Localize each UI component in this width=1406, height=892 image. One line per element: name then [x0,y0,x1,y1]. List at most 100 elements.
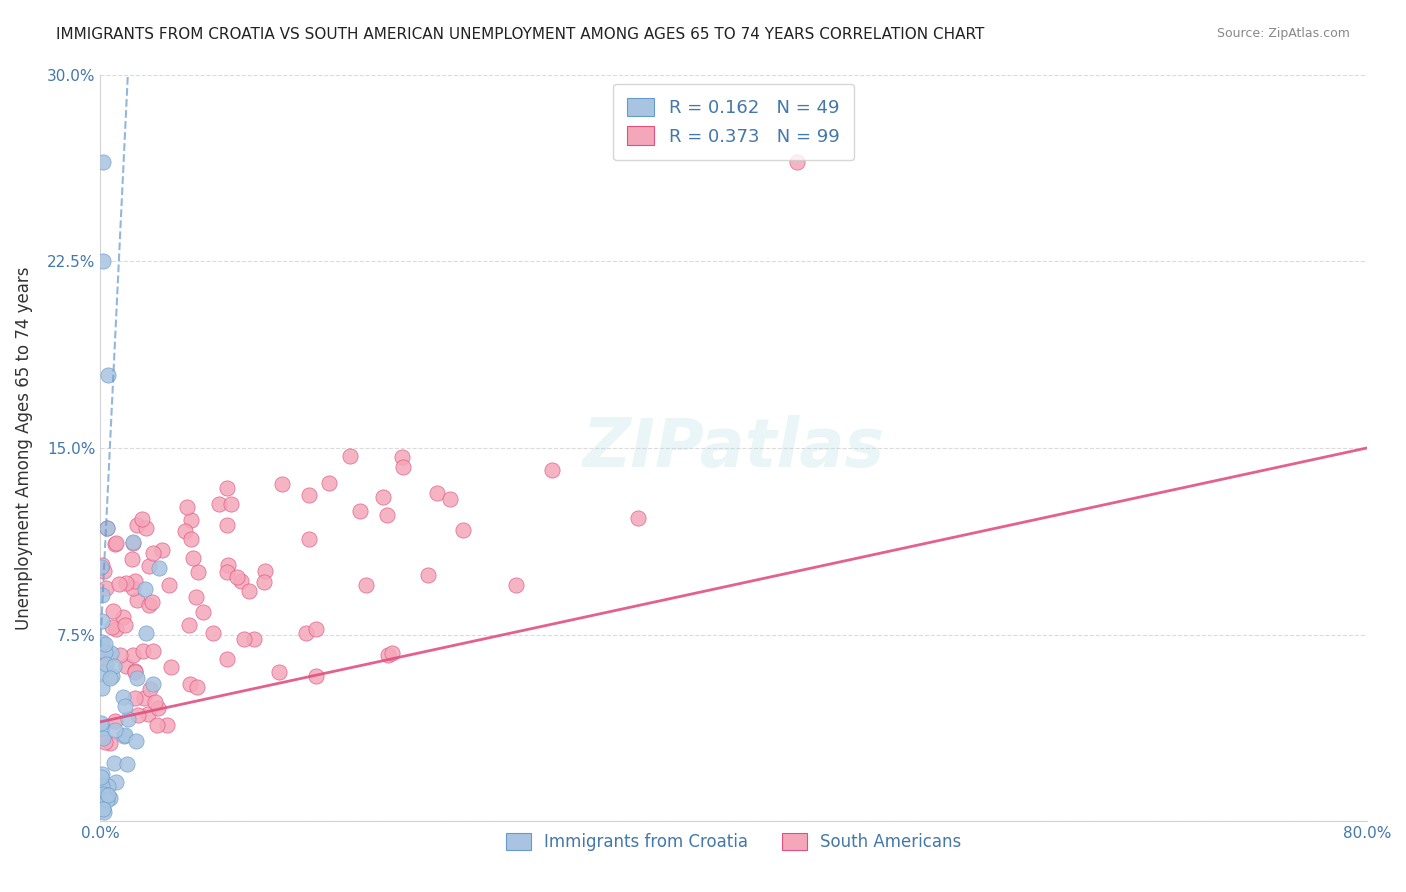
Point [90,721,112,735]
Point [100,736,122,750]
Point [180,532,202,546]
Point [108,648,131,662]
Point [94,637,117,651]
Point [98,671,121,685]
Point [202,626,225,640]
Point [371,490,394,504]
Point [93,644,115,658]
Point [298,533,321,547]
Point [104,537,127,551]
Point [94,581,117,595]
Point [786,154,808,169]
Point [391,450,413,464]
Point [221,497,243,511]
Point [90,779,112,793]
Point [114,698,136,713]
Point [98,791,121,805]
Point [354,577,377,591]
Point [97,788,120,802]
Point [96,521,118,535]
Point [121,536,143,550]
Point [104,536,127,550]
Point [148,560,170,574]
Point [96,521,118,535]
Point [115,756,138,771]
Point [142,546,165,560]
Point [93,564,115,578]
Point [101,669,124,683]
Point [416,568,439,582]
Point [156,718,179,732]
Point [253,574,276,589]
Point [114,618,136,632]
Point [381,646,404,660]
Point [111,610,134,624]
Point [243,632,266,646]
Point [117,713,139,727]
Point [90,651,112,665]
Point [134,582,156,597]
Point [627,511,650,525]
Point [187,566,209,580]
Point [451,523,474,537]
Point [100,646,122,660]
Point [135,521,157,535]
Point [541,462,564,476]
Point [112,730,135,744]
Point [225,570,247,584]
Point [217,518,239,533]
Point [318,476,340,491]
Point [217,558,239,573]
Point [124,664,146,678]
Point [94,735,117,749]
Point [101,604,124,618]
Point [94,788,117,802]
Y-axis label: Unemployment Among Ages 65 to 74 years: Unemployment Among Ages 65 to 74 years [15,266,32,630]
Point [121,535,143,549]
Point [124,734,146,748]
Point [125,518,148,533]
Point [146,717,169,731]
Point [93,802,115,816]
Point [425,486,447,500]
Point [184,590,207,604]
Point [135,625,157,640]
Point [103,756,125,770]
Point [114,728,136,742]
Point [159,659,181,673]
Point [174,524,197,538]
Point [124,665,146,680]
Point [90,767,112,781]
Point [231,574,253,588]
Point [125,593,148,607]
Legend: R = 0.162   N = 49, R = 0.373   N = 99: R = 0.162 N = 49, R = 0.373 N = 99 [613,84,853,161]
Point [141,595,163,609]
Point [131,512,153,526]
Point [157,578,180,592]
Point [375,508,398,523]
Point [90,770,112,784]
Point [108,577,131,591]
Point [132,644,155,658]
Point [148,701,170,715]
Text: ZIPatlas: ZIPatlas [582,415,884,481]
Point [191,605,214,619]
Point [138,559,160,574]
Point [136,706,159,721]
Point [115,575,138,590]
Point [96,779,118,793]
Point [142,643,165,657]
Point [93,805,115,819]
Point [90,665,112,679]
Point [90,614,112,628]
Point [267,665,290,679]
Point [138,681,160,696]
Point [217,481,239,495]
Point [439,491,461,506]
Point [103,658,125,673]
Point [96,793,118,807]
Point [105,774,128,789]
Point [349,504,371,518]
Point [186,680,208,694]
Point [93,154,115,169]
